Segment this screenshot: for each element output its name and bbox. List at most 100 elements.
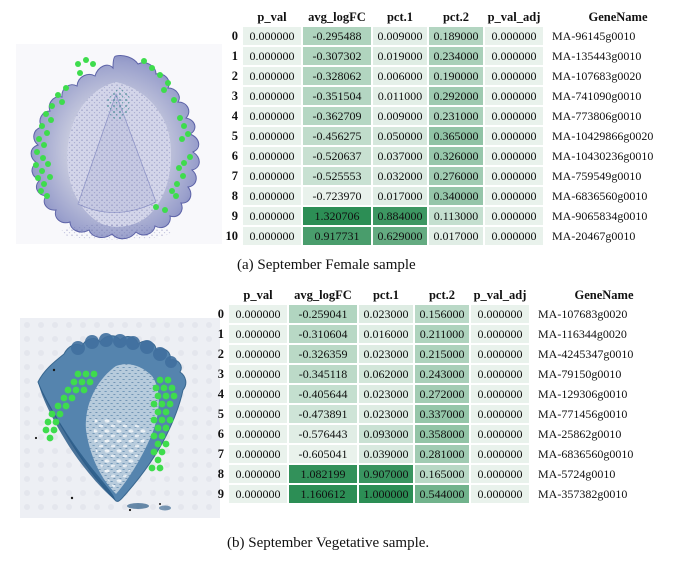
spot-marker	[44, 193, 50, 199]
table-body: 0 0.000000 -0.259041 0.023000 0.156000 0.0000…	[206, 305, 677, 503]
row-index: 5	[231, 128, 238, 143]
value-cell: 0.000000	[229, 465, 287, 483]
gene-name-cell: MA-20467g0010	[552, 228, 636, 243]
spot-marker	[83, 57, 89, 63]
value-cell: 0.215000	[415, 345, 469, 363]
table-row: 3 0.000000 -0.351504 0.011000 0.292000 0.0000…	[220, 87, 691, 105]
spot-marker	[44, 418, 52, 426]
spot-marker	[161, 87, 167, 93]
spot-marker	[39, 168, 45, 174]
gene-name-cell: MA-107683g0020	[552, 68, 642, 83]
spot-marker	[185, 131, 191, 137]
spot-marker	[170, 392, 178, 400]
value-cell: -0.405644	[289, 385, 357, 403]
spot-marker	[168, 384, 176, 392]
row-index: 10	[225, 228, 239, 243]
col-header-pct.2: pct.2	[442, 10, 470, 24]
spot-marker	[179, 136, 185, 142]
spot-marker	[46, 434, 54, 442]
bottom-fragment	[127, 503, 149, 509]
gene-name-cell: MA-741090g0010	[552, 88, 642, 103]
value-cell: 0.039000	[359, 445, 413, 463]
spot-marker	[90, 370, 98, 378]
spot-marker	[162, 408, 170, 416]
spot-marker	[44, 130, 50, 136]
bottom-fragment	[159, 505, 171, 511]
col-header-pct.2: pct.2	[428, 288, 456, 302]
value-cell: 0.000000	[229, 485, 287, 503]
spot-marker	[164, 376, 172, 384]
value-cell: 0.093000	[359, 425, 413, 443]
spot-marker	[160, 384, 168, 392]
value-cell: 0.017000	[429, 227, 483, 245]
value-cell: 0.000000	[471, 405, 529, 423]
value-cell: 1.082199	[289, 465, 357, 483]
value-cell: 0.000000	[471, 365, 529, 383]
dge-table-vegetative: p_val avg_logFC pct.1 pct.2 p_val_adj GeneNam…	[204, 286, 679, 505]
value-cell: 0.000000	[471, 485, 529, 503]
value-cell: 0.000000	[243, 47, 301, 65]
row-index: 0	[231, 28, 238, 43]
spot-markers-a	[33, 57, 193, 213]
gene-name-cell: MA-10429866g0020	[552, 128, 654, 143]
value-cell: 0.000000	[229, 325, 287, 343]
dge-table-female: p_val avg_logFC pct.1 pct.2 p_val_adj GeneNam…	[218, 8, 693, 247]
table-row: 5 0.000000 -0.473891 0.023000 0.337000 0.0000…	[206, 405, 677, 423]
caption-a: (a) September Female sample	[237, 257, 416, 273]
debris-specks	[34, 368, 161, 512]
histology-image-vegetative	[20, 318, 220, 518]
spot-marker	[158, 400, 166, 408]
value-cell: 0.000000	[485, 67, 543, 85]
col-header-p_val_adj: p_val_adj	[487, 10, 541, 24]
table-row: 10 0.000000 0.917731 0.629000 0.017000 0.0000…	[220, 227, 691, 245]
gene-name-cell: MA-107683g0020	[538, 306, 628, 321]
caption-b: (b) September Vegetative sample.	[227, 535, 430, 551]
row-index: 3	[231, 88, 238, 103]
value-cell: -0.345118	[289, 365, 357, 383]
spot-marker	[174, 181, 180, 187]
gene-name-cell: MA-129306g0010	[538, 386, 628, 401]
spot-marker	[154, 408, 162, 416]
value-cell: -0.351504	[303, 87, 371, 105]
spot-marker	[166, 416, 174, 424]
value-cell: 0.000000	[485, 87, 543, 105]
spot-marker	[165, 80, 171, 86]
value-cell: 0.016000	[359, 325, 413, 343]
value-cell: 0.000000	[243, 187, 301, 205]
gene-name-cell: MA-4245347g0010	[538, 346, 634, 361]
gene-name-cell: MA-773806g0010	[552, 108, 642, 123]
value-cell: 0.189000	[429, 27, 483, 45]
spot-marker	[181, 160, 187, 166]
value-cell: 0.234000	[429, 47, 483, 65]
value-cell: 0.358000	[415, 425, 469, 443]
value-cell: 0.000000	[471, 385, 529, 403]
value-cell: 0.000000	[229, 445, 287, 463]
spot-marker	[77, 70, 83, 76]
table-row: 0 0.000000 -0.259041 0.023000 0.156000 0.0000…	[206, 305, 677, 323]
spot-marker	[154, 424, 162, 432]
spot-marker	[90, 61, 96, 67]
value-cell: 0.000000	[471, 305, 529, 323]
spot-marker	[64, 386, 72, 394]
value-cell: 0.000000	[485, 167, 543, 185]
value-cell: 0.231000	[429, 107, 483, 125]
table-row: 8 0.000000 1.082199 0.907000 0.165000 0.00000…	[206, 465, 677, 483]
value-cell: 0.000000	[471, 465, 529, 483]
spot-marker	[49, 103, 55, 109]
spot-marker	[152, 384, 160, 392]
row-index: 4	[231, 108, 238, 123]
value-cell: -0.326359	[289, 345, 357, 363]
value-cell: -0.473891	[289, 405, 357, 423]
value-cell: 0.023000	[359, 305, 413, 323]
value-cell: 0.243000	[415, 365, 469, 383]
value-cell: 0.000000	[243, 207, 301, 225]
value-cell: 0.011000	[373, 87, 427, 105]
table-row: 7 0.000000 -0.525553 0.032000 0.276000 0.0000…	[220, 167, 691, 185]
table-row: 8 0.000000 -0.723970 0.017000 0.340000 0.0000…	[220, 187, 691, 205]
spot-marker	[70, 378, 78, 386]
col-header-GeneName: GeneName	[588, 10, 648, 24]
gene-name-cell: MA-5724g0010	[538, 466, 616, 481]
spot-marker	[171, 97, 177, 103]
gene-name-cell: MA-79150g0010	[538, 366, 622, 381]
